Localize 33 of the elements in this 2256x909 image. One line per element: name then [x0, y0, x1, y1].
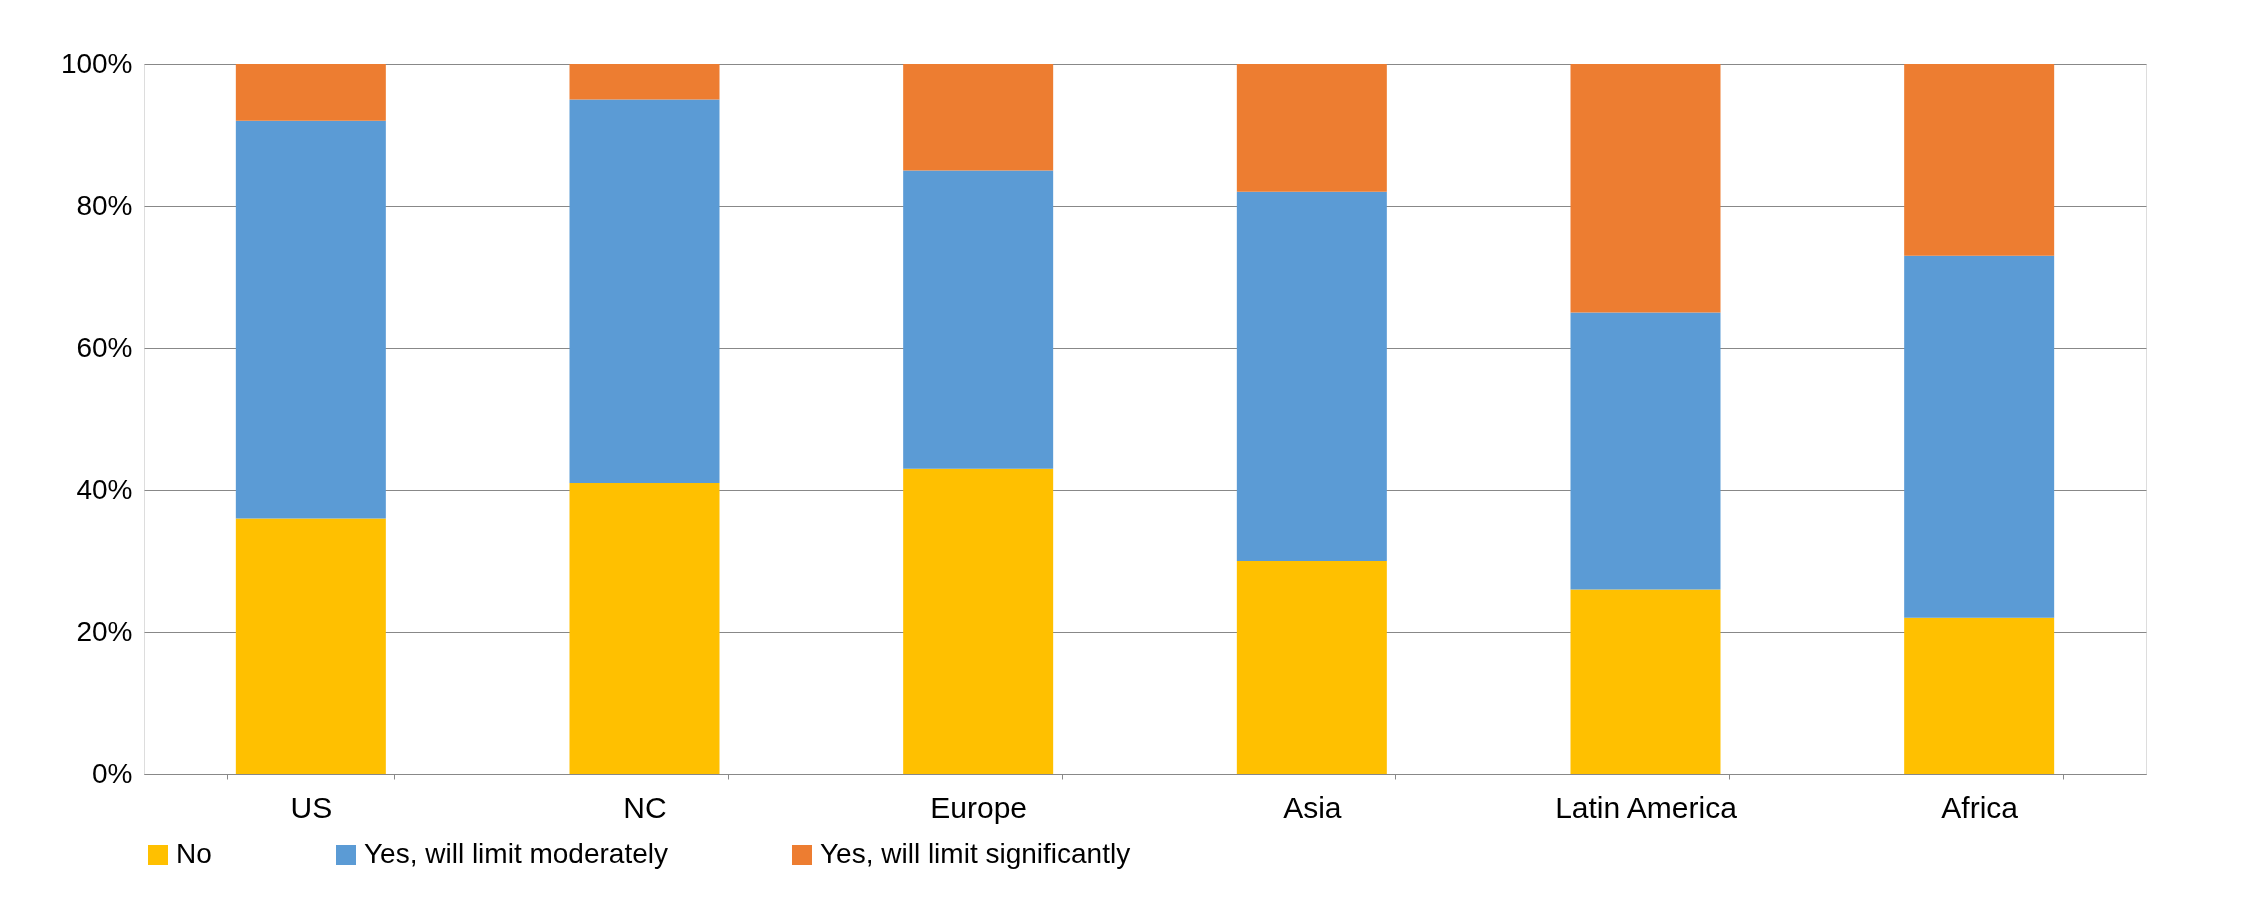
bar [903, 170, 1054, 469]
x-tick-label: Europe [930, 790, 1028, 824]
bar [1570, 589, 1721, 774]
bar [569, 99, 720, 483]
bar [1570, 312, 1721, 590]
x-tick-label: Africa [1941, 790, 2019, 824]
bar [903, 64, 1054, 171]
y-tick-label: 100% [60, 47, 133, 79]
bar [1236, 191, 1387, 561]
x-tick-label: Asia [1283, 790, 1342, 824]
bar [903, 468, 1054, 774]
legend-label: Yes, will limit significantly [820, 838, 1131, 869]
y-tick-label: 0% [92, 757, 133, 789]
x-tick-label: Latin America [1555, 790, 1738, 824]
legend-label: No [176, 838, 212, 869]
bar [235, 120, 386, 519]
y-tick-label: 80% [76, 189, 133, 221]
bar [569, 64, 720, 100]
x-tick-label: US [290, 790, 333, 824]
bar [1904, 617, 2055, 774]
bar [235, 64, 386, 121]
bar [1236, 561, 1387, 774]
bar [1904, 64, 2055, 256]
legend-label: Yes, will limit moderately [364, 838, 668, 869]
x-tick-label: NC [623, 790, 667, 824]
y-tick-label: 60% [76, 331, 133, 363]
y-tick-label: 20% [76, 615, 133, 647]
bar [1236, 64, 1387, 192]
bar [1904, 255, 2055, 618]
bar [1570, 64, 1721, 313]
y-tick-label: 40% [76, 473, 133, 505]
bar [235, 518, 386, 774]
bar [569, 482, 720, 774]
